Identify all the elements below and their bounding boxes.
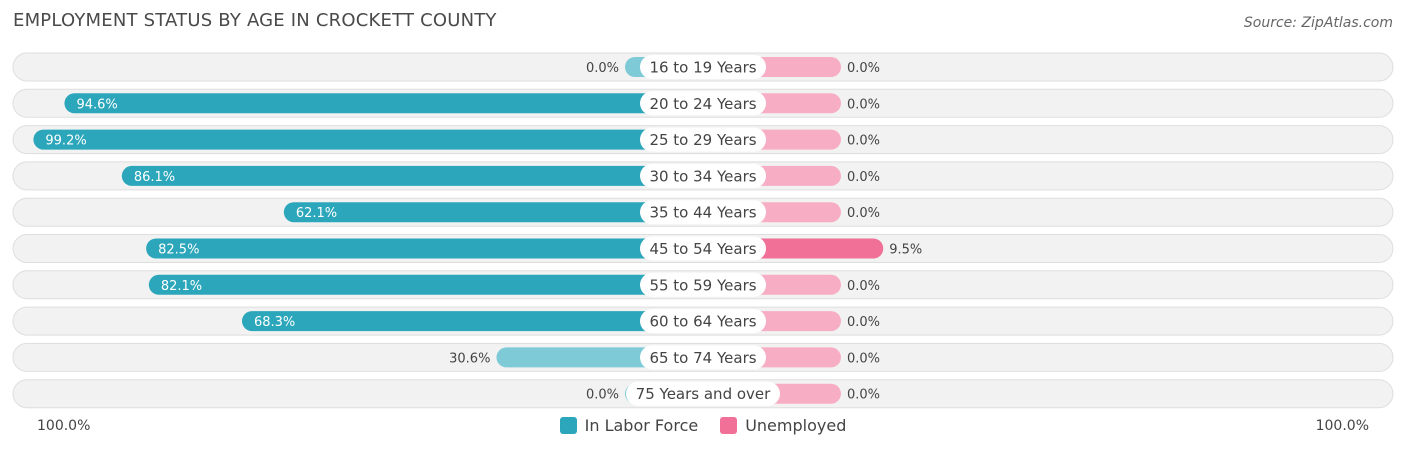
category-label: 45 to 54 Years bbox=[649, 240, 756, 258]
unemployed-value-label: 0.0% bbox=[847, 206, 880, 221]
legend-item-labor[interactable]: In Labor Force bbox=[559, 416, 699, 435]
axis-label-right: 100.0% bbox=[1315, 418, 1369, 434]
axis-label-left: 100.0% bbox=[37, 418, 91, 434]
category-label-bg bbox=[640, 127, 766, 152]
source-credit: Source: ZipAtlas.com bbox=[1243, 15, 1393, 31]
category-label-bg bbox=[640, 309, 766, 334]
category-label: 16 to 19 Years bbox=[649, 59, 756, 77]
labor-value-label: 30.6% bbox=[449, 351, 490, 366]
unemployed-value-label: 9.5% bbox=[889, 243, 922, 258]
labor-value-label: 62.1% bbox=[296, 206, 337, 221]
category-label: 25 to 29 Years bbox=[649, 131, 756, 149]
labor-bar bbox=[146, 238, 703, 259]
category-label: 55 to 59 Years bbox=[649, 276, 756, 294]
labor-bar bbox=[148, 274, 703, 295]
category-label-bg bbox=[640, 55, 766, 79]
category-label-bg bbox=[640, 200, 766, 225]
unemployed-value-label: 0.0% bbox=[847, 97, 880, 112]
unemployed-value-label: 0.0% bbox=[847, 279, 880, 294]
labor-value-label: 0.0% bbox=[586, 388, 619, 403]
category-label: 60 to 64 Years bbox=[649, 313, 756, 331]
category-label: 30 to 34 Years bbox=[649, 167, 756, 185]
unemployed-value-label: 0.0% bbox=[847, 170, 880, 185]
legend-item-unemployed[interactable]: Unemployed bbox=[720, 416, 846, 435]
labor-bar bbox=[121, 165, 703, 186]
labor-bar bbox=[283, 202, 703, 223]
legend: In Labor Force Unemployed bbox=[0, 416, 1406, 435]
unemployed-value-label: 0.0% bbox=[847, 61, 880, 76]
labor-value-label: 68.3% bbox=[254, 315, 295, 330]
legend-swatch-labor bbox=[559, 417, 577, 434]
labor-bar bbox=[64, 93, 703, 114]
category-label-bg bbox=[640, 345, 766, 370]
category-label-bg bbox=[640, 163, 766, 188]
unemployed-value-label: 0.0% bbox=[847, 351, 880, 366]
category-label-bg bbox=[626, 381, 780, 406]
labor-value-label: 82.5% bbox=[158, 243, 199, 258]
labor-value-label: 0.0% bbox=[586, 61, 619, 76]
employment-chart: 16 to 19 Years 0.0% 0.0% 20 to 24 Years 94.6… bbox=[12, 52, 1394, 409]
labor-bar bbox=[241, 311, 703, 332]
category-label-bg bbox=[640, 272, 766, 297]
category-label: 20 to 24 Years bbox=[649, 95, 756, 113]
labor-value-label: 94.6% bbox=[76, 97, 117, 112]
labor-bar bbox=[33, 129, 703, 150]
unemployed-value-label: 0.0% bbox=[847, 388, 880, 403]
legend-label-labor: In Labor Force bbox=[584, 416, 699, 435]
legend-label-unemployed: Unemployed bbox=[745, 416, 847, 435]
chart-title: EMPLOYMENT STATUS BY AGE IN CROCKETT COU… bbox=[13, 10, 497, 31]
unemployed-value-label: 0.0% bbox=[847, 134, 880, 149]
labor-value-label: 86.1% bbox=[134, 170, 175, 185]
labor-value-label: 99.2% bbox=[45, 134, 86, 149]
legend-swatch-unemployed bbox=[720, 417, 738, 434]
category-label: 65 to 74 Years bbox=[649, 349, 756, 367]
category-label-bg bbox=[640, 91, 766, 116]
unemployed-value-label: 0.0% bbox=[847, 315, 880, 330]
category-label-bg bbox=[640, 236, 766, 261]
category-label: 75 Years and over bbox=[636, 385, 771, 403]
category-label: 35 to 44 Years bbox=[649, 204, 756, 222]
labor-value-label: 82.1% bbox=[161, 279, 202, 294]
